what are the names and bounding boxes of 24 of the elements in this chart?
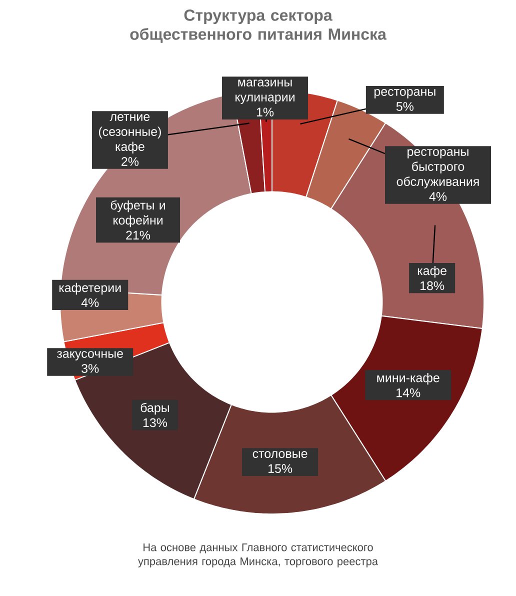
slice-label: закусочные: [56, 351, 123, 360]
data-label: 1%: [256, 108, 274, 116]
slice-label: летние (сезонные) кафе: [98, 114, 161, 154]
data-label: 4%: [429, 192, 447, 201]
data-label: 18%: [420, 281, 444, 290]
slice-label: магазины кулинарии: [236, 80, 294, 104]
slice-label: бары: [140, 402, 170, 415]
data-label: 21%: [126, 230, 150, 240]
slice-label: столовые: [252, 451, 308, 458]
slice-label: буфеты и кофейни: [110, 200, 165, 228]
data-label: 2%: [122, 157, 139, 166]
slice-label: рестораны: [374, 89, 436, 98]
slice-label: кафе: [418, 266, 446, 278]
data-label: 5%: [396, 102, 414, 111]
slice-label: кафетерии: [59, 282, 121, 295]
data-label: 3%: [82, 364, 99, 373]
slice-label: рестораны быстрого обслуживания: [396, 149, 479, 188]
data-label: 13%: [143, 418, 168, 428]
data-label: 4%: [81, 298, 99, 308]
data-label: 15%: [268, 464, 292, 473]
data-label: 14%: [396, 388, 420, 398]
text: На основе данных Главного статистического управления города Минска, торгового реестра: [138, 544, 378, 568]
chart-title: Структура сектора общественного питания Минска: [130, 10, 387, 43]
slice-label: мини-кафе: [377, 373, 440, 385]
